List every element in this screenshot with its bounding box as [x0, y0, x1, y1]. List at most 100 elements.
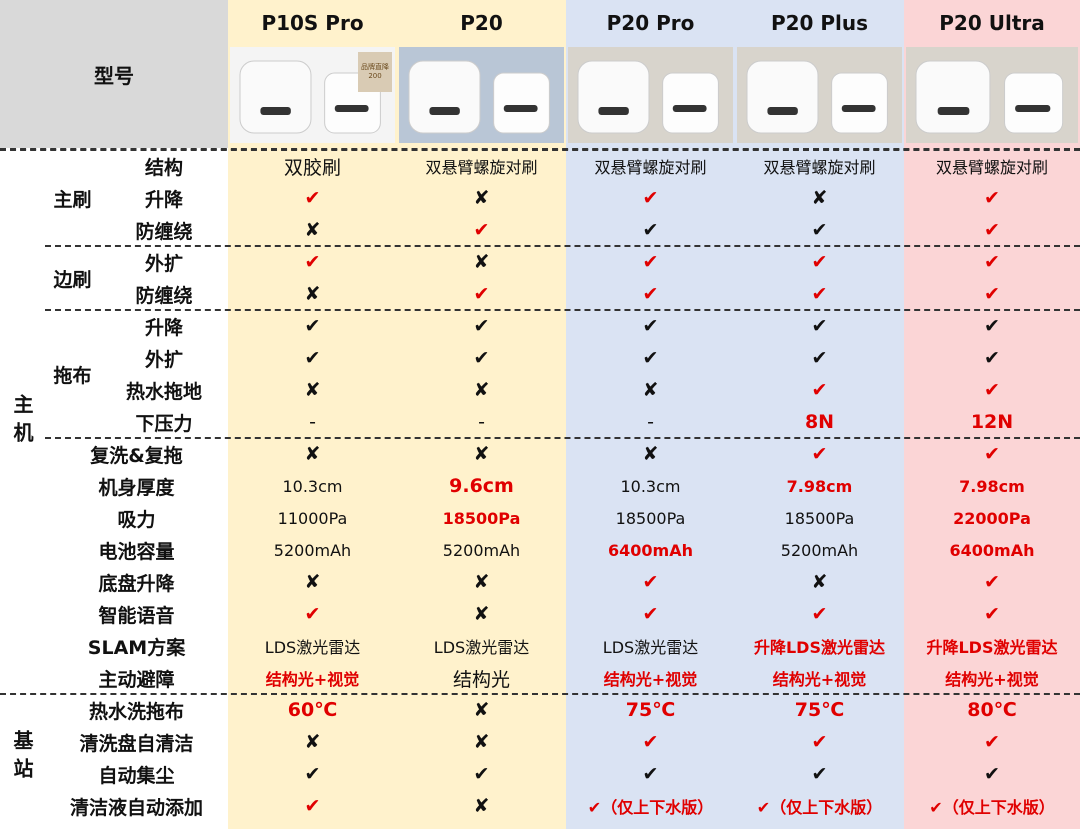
cell-value: ✔ — [473, 315, 490, 337]
cell-value: 10.3cm — [282, 476, 343, 496]
cell-value: 结构光+视觉 — [772, 670, 867, 689]
section-divider — [0, 149, 1080, 151]
product-image — [737, 47, 902, 143]
cell-value: ✔ — [642, 187, 659, 209]
cell-value: ✔ — [984, 603, 1000, 625]
cell-value: ✘ — [473, 187, 490, 209]
cell-value: 75℃ — [794, 699, 845, 721]
cell-value: ✔ — [304, 251, 321, 273]
cell-value: 6400mAh — [608, 540, 693, 560]
cell-value: ✘ — [642, 443, 659, 465]
cell-value: ✔ — [984, 379, 1000, 401]
cell-value: ✔ — [642, 763, 659, 785]
cell-value: ✔ — [811, 443, 828, 465]
cell-value: 双悬臂螺旋对刷 — [763, 158, 876, 177]
group-divider — [45, 437, 1080, 439]
cell-value: ✔ — [642, 603, 659, 625]
model-name: P20 Ultra — [939, 11, 1045, 35]
robot-illustration — [408, 60, 550, 134]
cell-value: - — [647, 411, 654, 433]
cell-value: ✘ — [473, 603, 490, 625]
section-divider — [0, 693, 1080, 695]
cell-value: ✔ — [984, 315, 1000, 337]
cell-value: - — [309, 411, 316, 433]
feature-label: 吸力 — [117, 508, 156, 531]
cell-value: ✔ — [811, 763, 828, 785]
cell-value: ✘ — [473, 251, 490, 273]
product-image — [906, 47, 1078, 143]
cell-value: 6400mAh — [949, 540, 1035, 560]
group-divider — [45, 245, 1080, 247]
cell-value: ✔ — [984, 763, 1000, 785]
cell-value: ✔ — [473, 219, 490, 241]
feature-label: 清洗盘自清洁 — [79, 732, 194, 755]
cell-value: LDS激光雷达 — [264, 638, 361, 657]
feature-label: 复洗&复拖 — [90, 444, 183, 467]
cell-value: 75℃ — [625, 699, 676, 721]
cell-value: ✘ — [642, 379, 659, 401]
cell-value: 结构光+视觉 — [603, 670, 698, 689]
cell-value: 双胶刷 — [283, 156, 341, 179]
price-badge: 品牌直降200 — [358, 52, 392, 92]
cell-value: ✘ — [473, 699, 490, 721]
cell-value: ✘ — [811, 187, 828, 209]
cell-value: ✔（仅上下水版） — [756, 798, 883, 817]
feature-label: 自动集尘 — [98, 764, 175, 787]
cell-value: ✘ — [304, 379, 321, 401]
feature-label: 防缠绕 — [135, 220, 193, 243]
cell-value: ✔（仅上下水版） — [929, 798, 1055, 817]
group-label: 边刷 — [53, 268, 92, 291]
cell-value: 18500Pa — [784, 508, 855, 528]
cell-value: ✔ — [304, 603, 321, 625]
cell-value: ✔ — [642, 315, 659, 337]
cell-value: 12N — [970, 411, 1014, 433]
cell-value: 80℃ — [967, 699, 1017, 721]
feature-label: 防缠绕 — [135, 284, 193, 307]
cell-value: 结构光+视觉 — [945, 670, 1039, 689]
cell-value: 升降LDS激光雷达 — [753, 638, 885, 657]
cell-value: ✔ — [642, 571, 659, 593]
cell-value: ✘ — [304, 731, 321, 753]
cell-value: ✔ — [811, 251, 828, 273]
cell-value: 7.98cm — [959, 476, 1025, 496]
cell-value: 升降LDS激光雷达 — [926, 638, 1058, 657]
feature-label: 机身厚度 — [98, 476, 175, 499]
cell-value: 5200mAh — [442, 540, 521, 560]
cell-value: ✔ — [811, 315, 828, 337]
feature-label: 升降 — [144, 316, 183, 339]
feature-label: 底盘升降 — [98, 572, 175, 595]
robot-illustration — [746, 60, 888, 134]
cell-value: ✔ — [304, 795, 321, 817]
robot-illustration — [915, 60, 1064, 134]
cell-value: ✔ — [811, 283, 828, 305]
model-name: P20 Plus — [770, 11, 869, 35]
cell-value: 18500Pa — [615, 508, 686, 528]
cell-value: ✔ — [304, 347, 321, 369]
cell-value: ✘ — [473, 731, 490, 753]
feature-label: 外扩 — [144, 348, 183, 371]
cell-value: ✔ — [984, 443, 1000, 465]
cell-value: ✘ — [473, 571, 490, 593]
cell-value: 11000Pa — [277, 508, 348, 528]
cell-value: ✔ — [304, 315, 321, 337]
cell-value: ✔（仅上下水版） — [587, 798, 714, 817]
cell-value: ✔ — [984, 347, 1000, 369]
cell-value: ✔ — [642, 347, 659, 369]
feature-label: 清洁液自动添加 — [69, 796, 203, 819]
cell-value: 9.6cm — [449, 475, 514, 497]
cell-value: 结构光+视觉 — [265, 670, 360, 689]
cell-value: ✔ — [642, 219, 659, 241]
cell-value: - — [478, 411, 485, 433]
cell-value: 双悬臂螺旋对刷 — [425, 158, 538, 177]
cell-value: ✔ — [811, 379, 828, 401]
cell-value: ✔ — [984, 283, 1000, 305]
cell-value: ✘ — [304, 571, 321, 593]
section-label: 基站 — [10, 730, 34, 786]
cell-value: ✔ — [811, 219, 828, 241]
group-label: 拖布 — [53, 364, 92, 387]
cell-value: ✔ — [984, 731, 1000, 753]
cell-value: ✔ — [984, 219, 1000, 241]
cell-value: ✔ — [304, 763, 321, 785]
cell-value: ✘ — [473, 795, 490, 817]
